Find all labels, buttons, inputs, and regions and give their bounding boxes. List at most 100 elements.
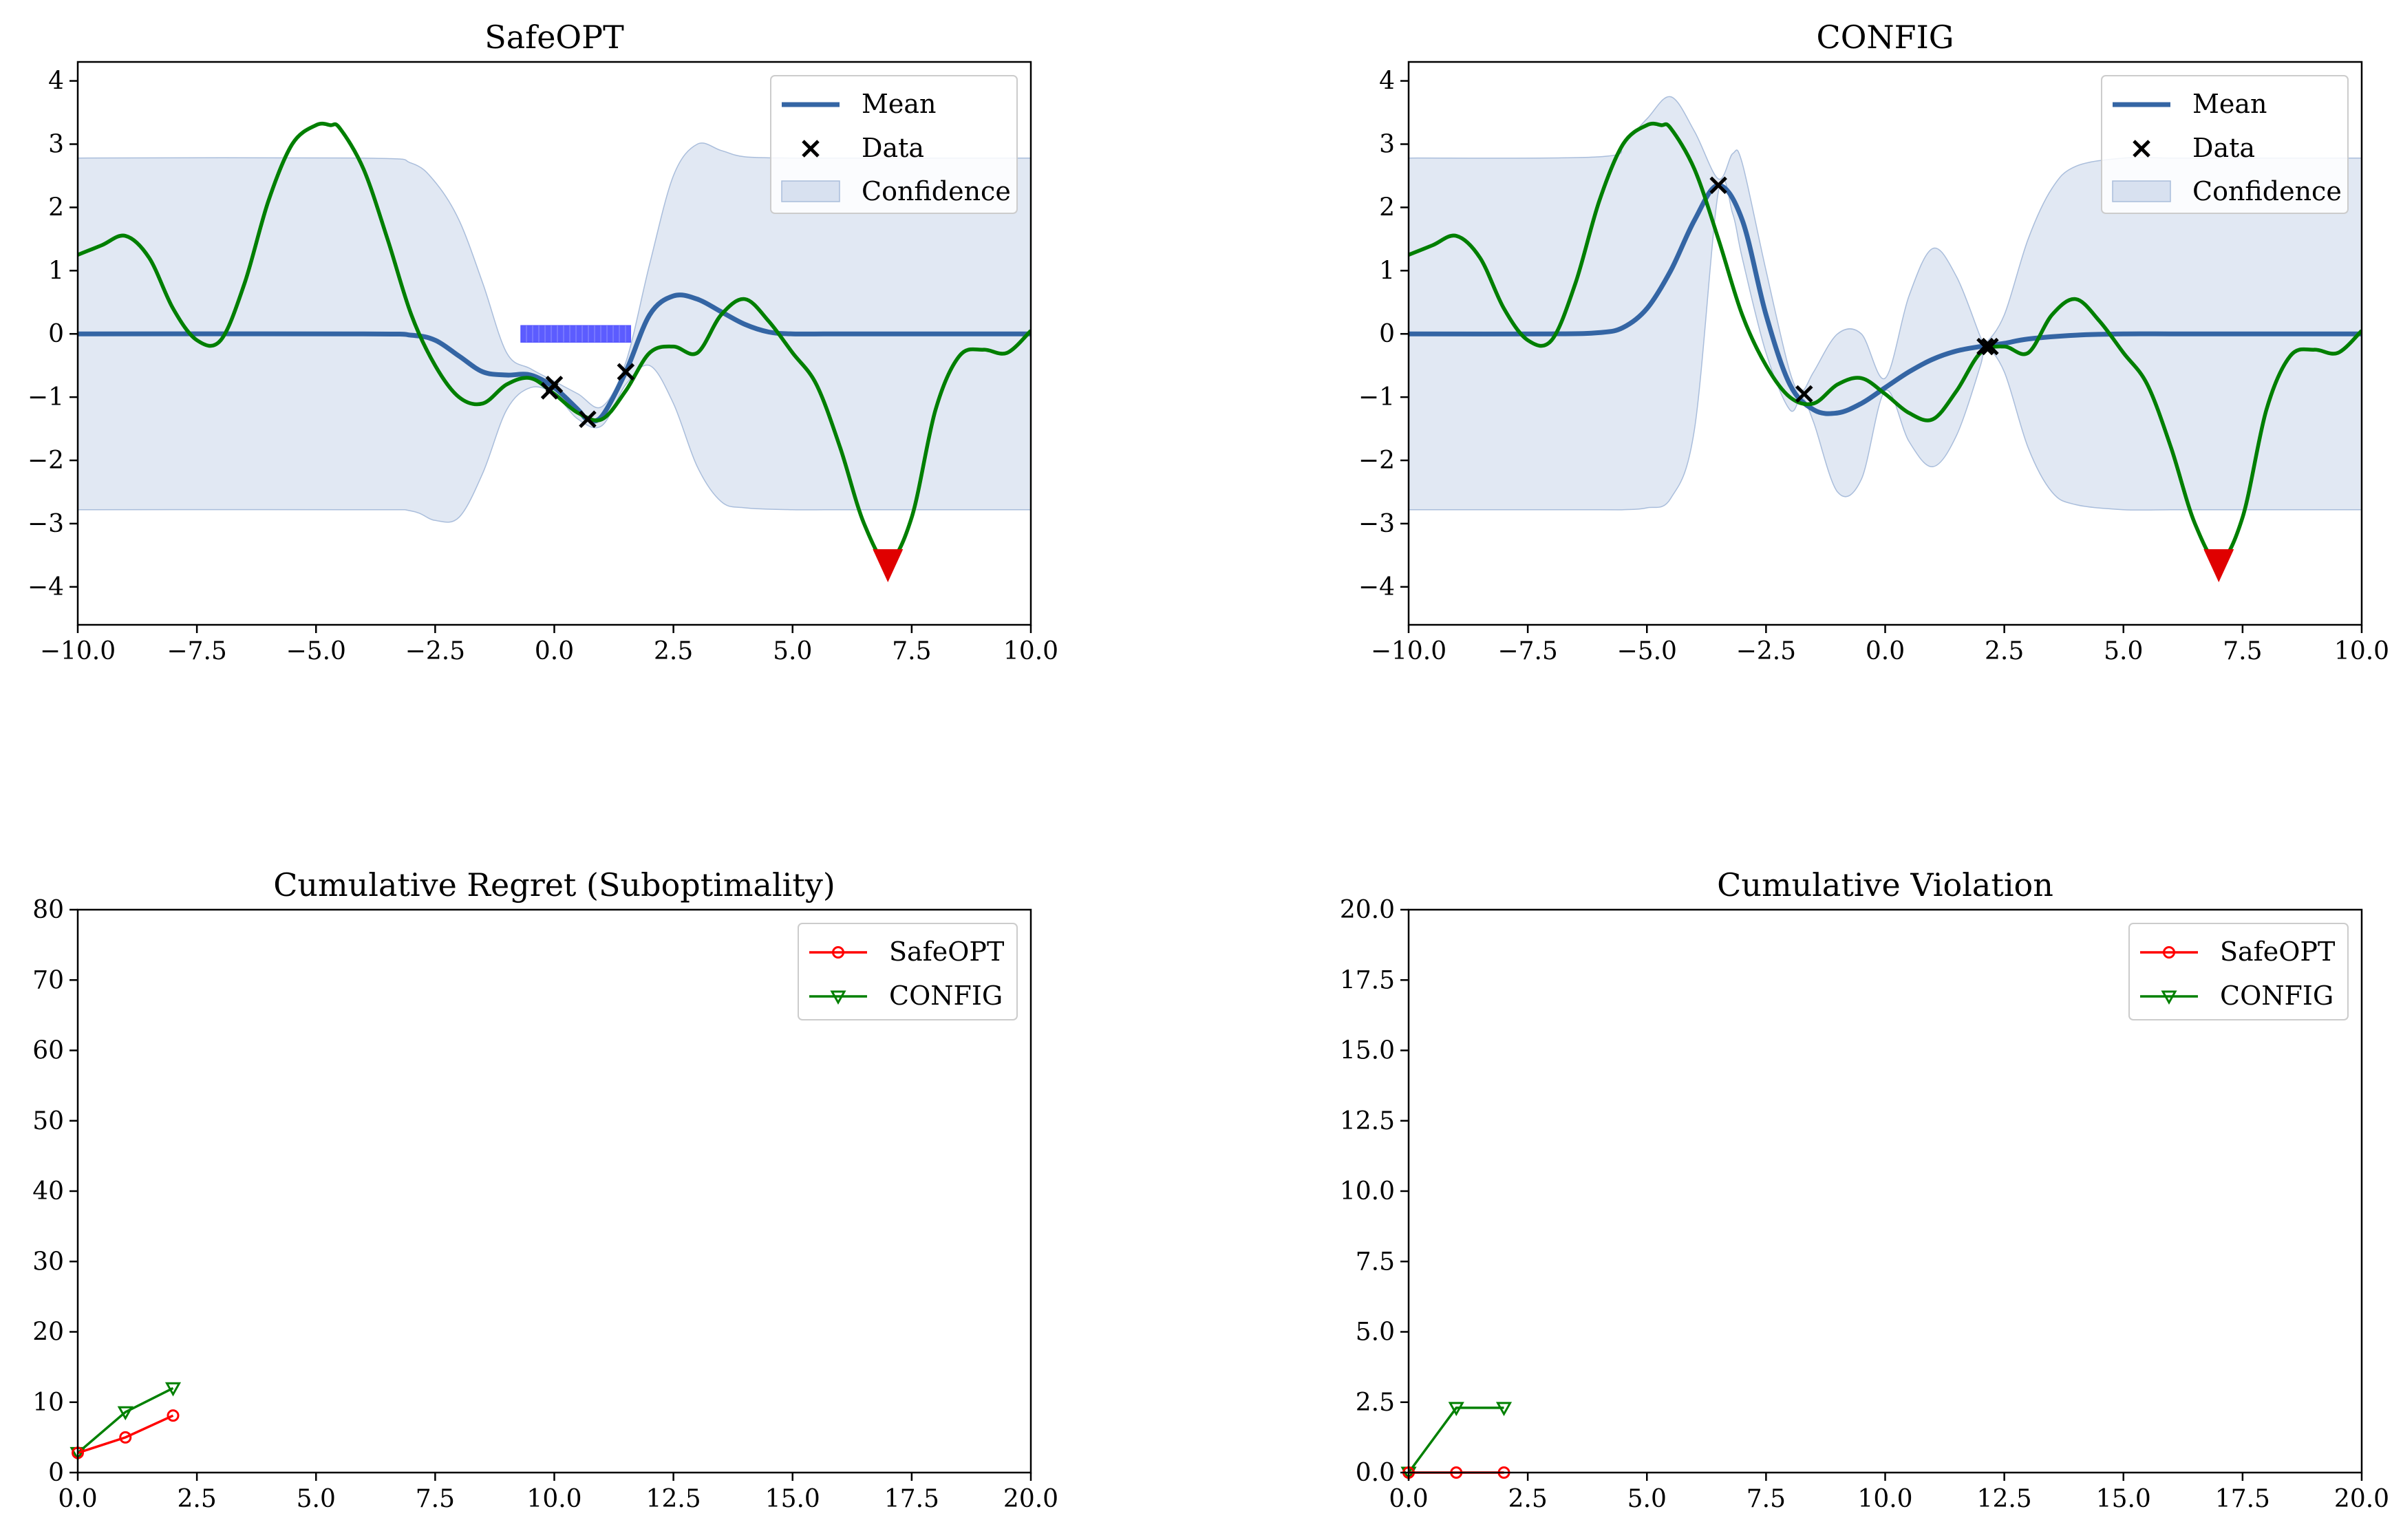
y-tick-label: 0.0 [1356,1459,1395,1487]
x-tick-label: 7.5 [1747,1485,1786,1513]
x-tick-label: 5.0 [297,1485,336,1513]
data-point [540,382,559,400]
y-tick-label: 17.5 [1340,966,1395,994]
data-point-stroke [617,363,635,381]
chart-title: CONFIG [1817,19,1954,56]
series-point-config [1495,1402,1513,1416]
chart-title: Cumulative Regret (Suboptimality) [273,866,835,903]
legend: Mean Data Confidence [2101,75,2349,214]
legend-swatch-marker [832,946,844,959]
optimum-marker [873,549,904,583]
x-tick-label: −7.5 [167,637,226,665]
x-tick-label: 10.0 [1857,1485,1912,1513]
y-tick-label: 70 [32,966,64,994]
x-tick-label: −7.5 [1497,637,1557,665]
confidence-band [78,142,1031,523]
legend-data-swatch [2133,140,2150,158]
x-tick-label: 2.5 [1985,637,2024,665]
x-tick-label: 0.0 [1389,1485,1428,1513]
mean-line [1409,182,2362,416]
cumulative-violation-panel: Cumulative Violation 0.0 2.5 5.0 7.5 10.0 12.5… [1340,866,2389,1513]
y-tick-label: 10 [32,1389,64,1417]
x-tick-label: 10.0 [526,1485,581,1513]
data-point [579,410,597,429]
legend: SafeOPT CONFIG [2128,923,2349,1020]
legend-data-swatch [802,140,820,158]
cumulative-regret-panel: Cumulative Regret (Suboptimality) 0.0 2.5 5… [32,866,1058,1513]
plot-area [78,121,1031,583]
data-point-stroke [802,140,820,158]
x-tick-label: 5.0 [1627,1485,1667,1513]
x-tick-label: −2.5 [1736,637,1796,665]
y-tick-label: 4 [1379,67,1395,96]
x-tick-label: −2.5 [405,637,465,665]
data-point [1709,176,1727,194]
y-tick-label: −2 [1358,447,1395,475]
x-tick-label: 7.5 [892,637,931,665]
x-tick-label: −10.0 [40,637,116,665]
legend: Mean Data Confidence [770,75,1018,214]
y-tick-label: 3 [48,130,64,158]
legend-label: SafeOPT [2220,937,2335,967]
y-tick-label: 15.0 [1340,1037,1395,1065]
legend-confidence-swatch [781,180,840,202]
x-tick-label: 2.5 [1508,1485,1547,1513]
y-tick-label: 60 [32,1037,64,1065]
objective-line [1409,121,2362,564]
config-panel: CONFIG −10.0 −7.5 −5.0 −2.5 0.0 2.5 5.0 7.5 10.0 −… [1358,19,2389,665]
y-tick-label: −4 [1358,573,1395,601]
y-tick-label: 12.5 [1340,1107,1395,1135]
x-tick-label: 7.5 [416,1485,455,1513]
y-tick-label: 0 [1379,320,1395,348]
data-point-stroke [579,410,597,429]
x-tick-label: 0.0 [58,1485,97,1513]
x-tick-label: −5.0 [286,637,346,665]
data-point-stroke [1709,176,1727,194]
legend-swatch-marker [2163,946,2175,959]
y-tick-label: 40 [32,1177,64,1206]
y-tick-label: −3 [1358,510,1395,538]
x-tick-label: 12.5 [646,1485,701,1513]
chart-title: Cumulative Violation [1717,866,2053,903]
series-point-config [117,1406,134,1421]
y-tick-label: 0 [48,1459,64,1487]
legend-data-label: Data [2192,133,2255,163]
y-tick-label: 4 [48,67,64,96]
x-tick-label: 17.5 [884,1485,939,1513]
x-tick-label: 2.5 [177,1485,216,1513]
x-tick-label: 10.0 [1003,637,1058,665]
y-tick-label: 1 [48,257,64,285]
y-tick-label: 30 [32,1248,64,1276]
legend-data-label: Data [862,133,924,163]
data-point [1795,385,1813,403]
y-tick-label: 2 [48,193,64,222]
x-tick-label: −5.0 [1617,637,1677,665]
y-tick-label: 0 [48,320,64,348]
y-tick-label: 50 [32,1107,64,1135]
x-tick-label: 0.0 [535,637,574,665]
data-point [1981,337,1999,356]
x-tick-label: 5.0 [773,637,812,665]
legend-mean-label: Mean [2192,89,2267,119]
y-tick-label: −1 [28,383,64,411]
y-tick-label: 10.0 [1340,1177,1395,1206]
y-tick-label: 3 [1379,130,1395,158]
series-point-safeopt [167,1409,180,1422]
legend-box [770,75,1018,214]
data-point-stroke [2133,140,2150,158]
y-tick-label: 2 [1379,193,1395,222]
legend-swatch-marker [2161,990,2177,1005]
legend-confidence-label: Confidence [862,176,1011,206]
data-point-stroke [540,382,559,400]
data-point-stroke [1795,385,1813,403]
mean-line [78,292,1031,424]
legend-confidence-label: Confidence [2192,176,2342,206]
y-tick-label: 80 [32,896,64,924]
data-point [617,363,635,381]
y-tick-label: 20.0 [1340,896,1395,924]
legend-box [2101,75,2349,214]
y-tick-label: 1 [1379,257,1395,285]
y-tick-label: 7.5 [1356,1248,1395,1276]
series-point-config [1448,1402,1464,1416]
